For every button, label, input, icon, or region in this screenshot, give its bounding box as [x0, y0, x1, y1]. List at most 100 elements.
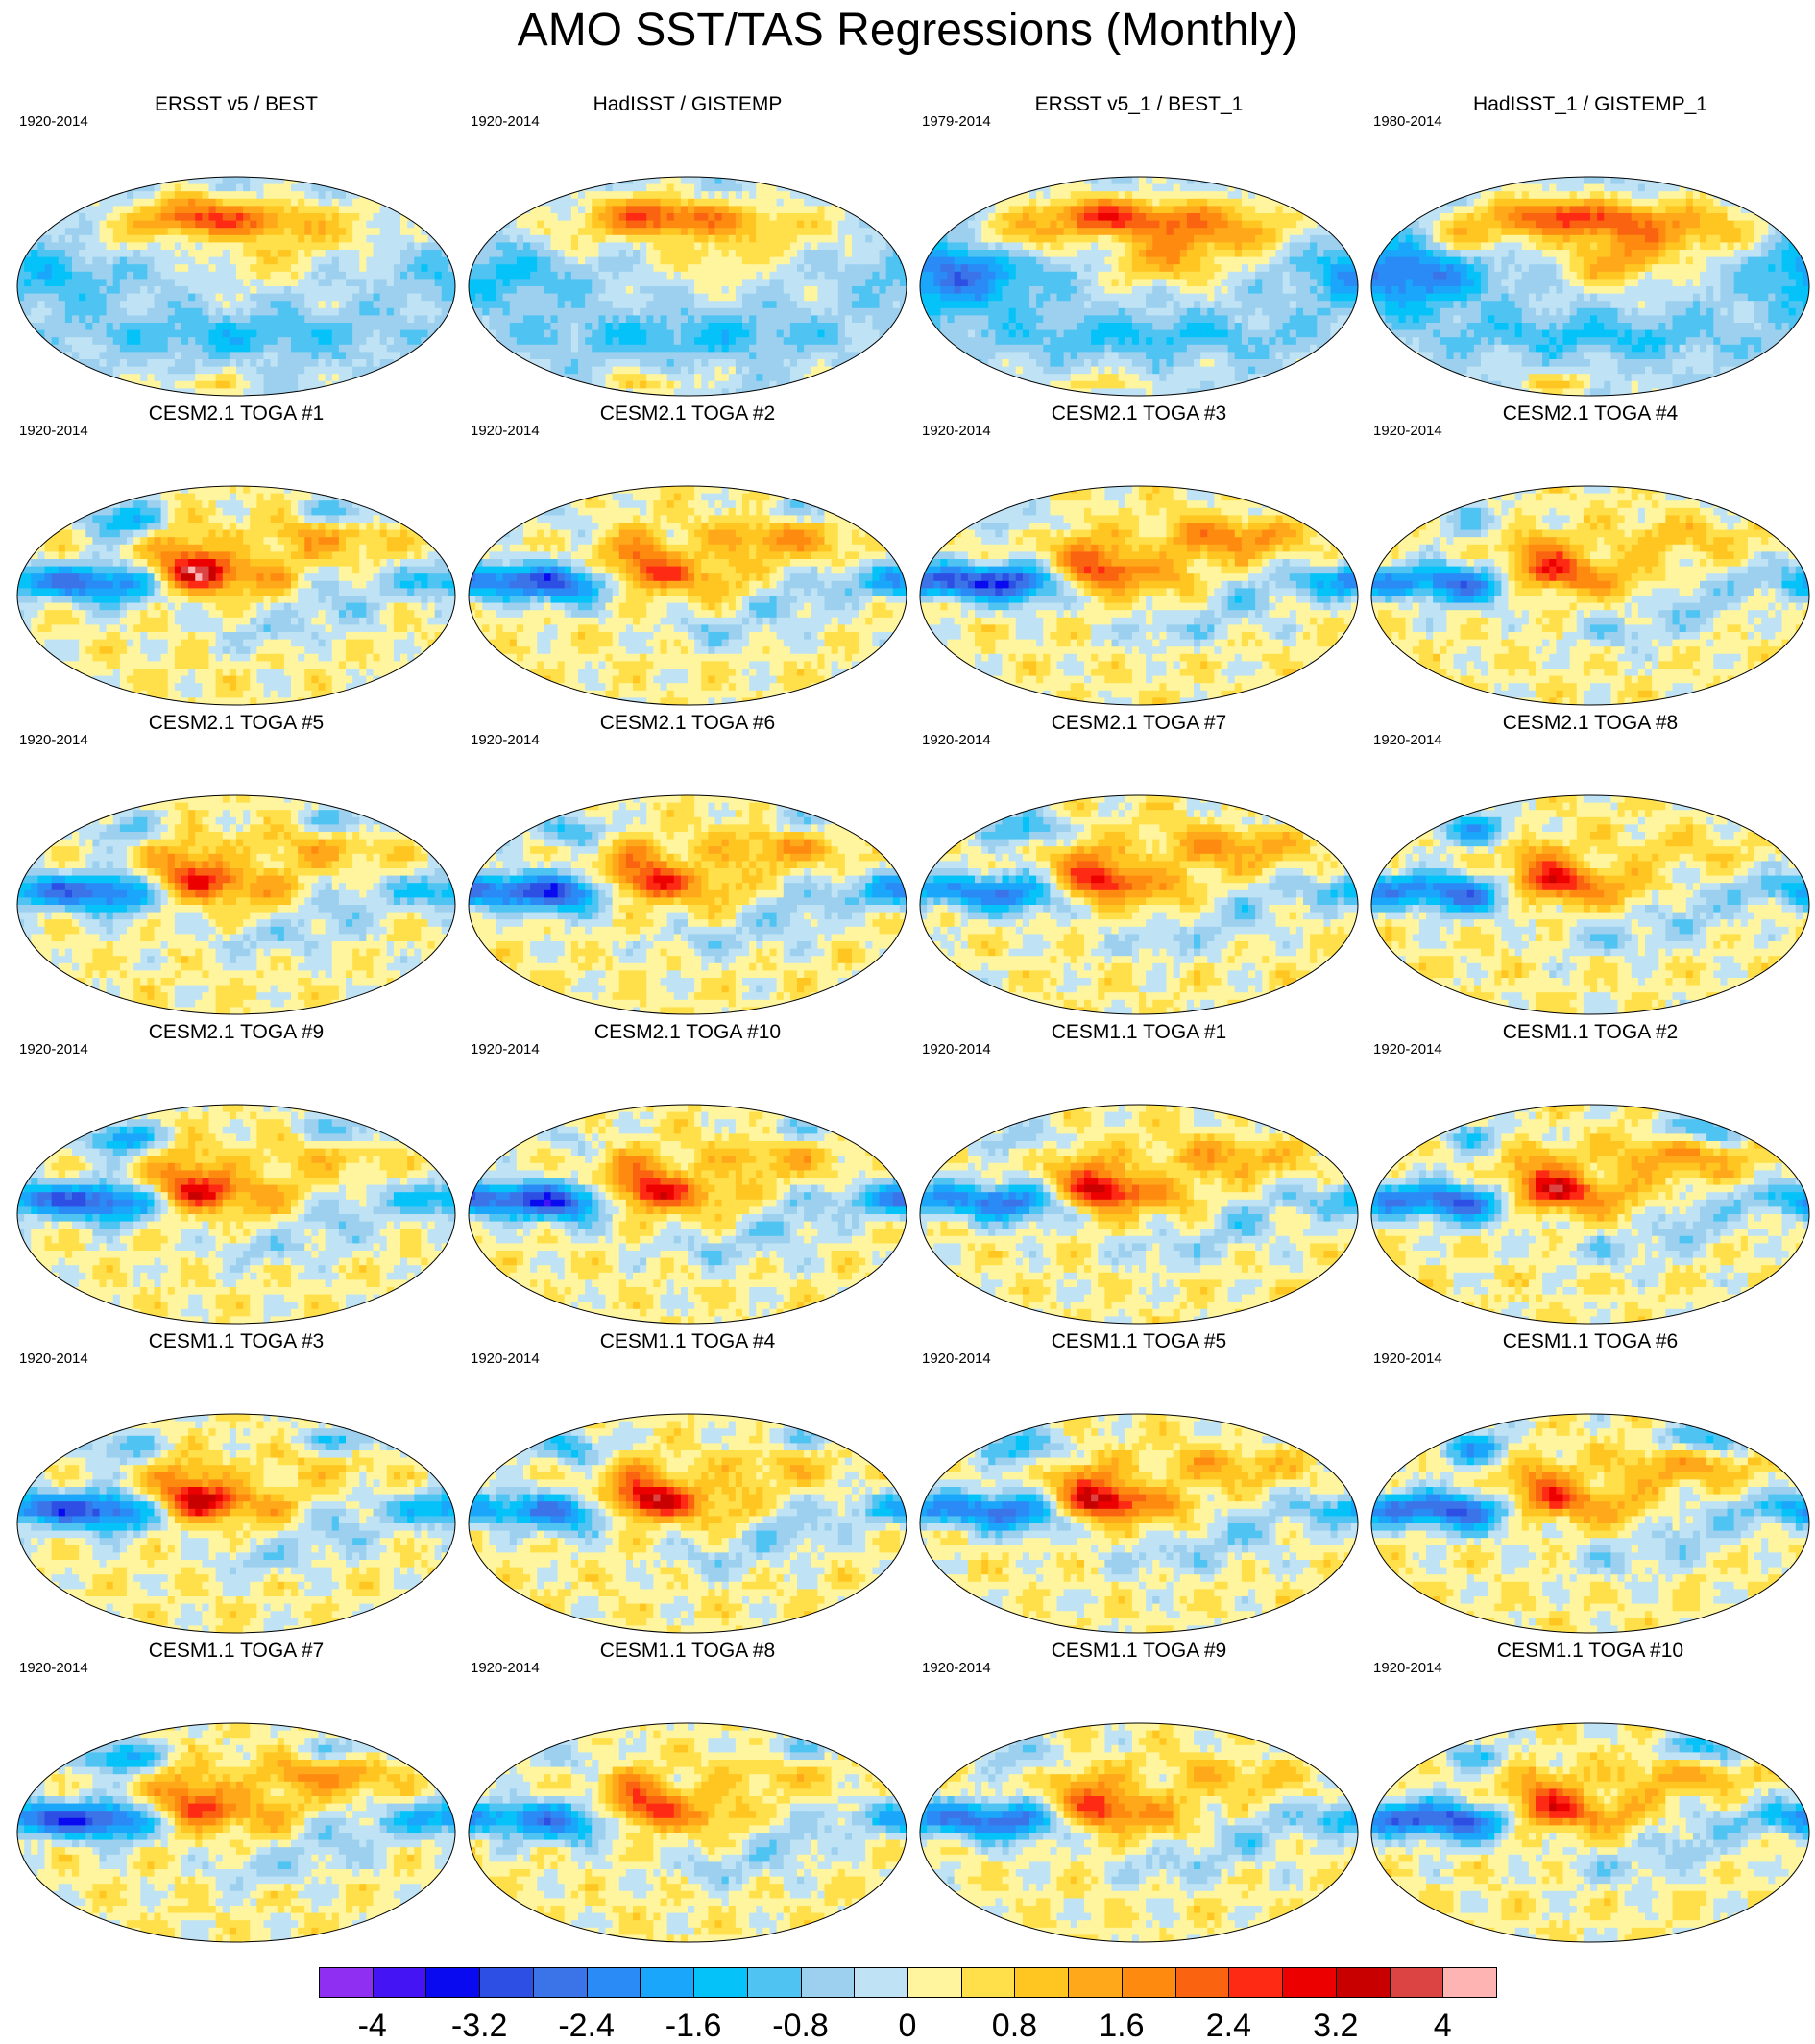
field-cell	[1166, 301, 1174, 309]
field-cell	[167, 293, 176, 302]
field-cell	[988, 301, 996, 309]
field-cell	[618, 271, 627, 280]
field-cell	[859, 344, 866, 353]
field-cell	[441, 271, 449, 280]
map-panel: ERSST v5_1 / BEST_1 1979-2014	[912, 92, 1366, 402]
field-cell	[988, 271, 996, 280]
field-cell	[1269, 198, 1277, 207]
field-cell	[688, 323, 695, 331]
field-cell	[776, 307, 785, 316]
field-cell	[1111, 279, 1120, 287]
field-cell	[1269, 286, 1277, 295]
field-cell	[154, 374, 162, 382]
field-cell	[646, 183, 654, 192]
field-cell	[496, 220, 504, 229]
field-cell	[496, 388, 504, 396]
field-cell	[1050, 279, 1058, 287]
field-cell	[1050, 264, 1058, 273]
field-cell	[1179, 286, 1188, 295]
field-cell	[386, 374, 395, 382]
field-cell	[714, 234, 723, 243]
field-cell	[283, 344, 292, 353]
field-cell	[967, 264, 976, 273]
field-cell	[174, 352, 182, 360]
field-cell	[776, 256, 785, 265]
field-cell	[1282, 242, 1291, 251]
field-cell	[844, 337, 853, 346]
field-cell	[811, 352, 818, 360]
field-cell	[441, 228, 449, 236]
field-cell	[427, 286, 436, 295]
field-cell	[1139, 242, 1147, 251]
field-cell	[256, 323, 265, 331]
field-cell	[496, 293, 504, 302]
field-cell	[592, 301, 599, 309]
field-cell	[64, 191, 73, 200]
field-cell	[1269, 242, 1277, 251]
field-cell	[1262, 293, 1270, 302]
field-cell	[482, 250, 490, 258]
field-cell	[865, 388, 873, 396]
field-cell	[885, 183, 894, 192]
field-cell	[640, 337, 647, 346]
field-cell	[804, 256, 811, 265]
field-cell	[106, 250, 114, 258]
field-cell	[570, 359, 579, 368]
field-cell	[154, 183, 162, 192]
field-cell	[393, 191, 401, 200]
field-cell	[1063, 286, 1072, 295]
field-cell	[1330, 293, 1339, 302]
field-cell	[660, 307, 668, 316]
field-cell	[379, 213, 388, 222]
field-cell	[1323, 220, 1332, 229]
field-cell	[523, 177, 531, 185]
field-cell	[31, 220, 38, 229]
field-cell	[625, 380, 634, 389]
field-cell	[564, 279, 572, 287]
field-cell	[236, 374, 244, 382]
field-cell	[954, 286, 962, 295]
field-cell	[127, 307, 134, 316]
field-cell	[509, 323, 518, 331]
field-cell	[195, 388, 203, 396]
field-cell	[1262, 183, 1270, 192]
field-cell	[106, 359, 114, 368]
field-cell	[1098, 183, 1105, 192]
field-cell	[64, 242, 73, 251]
field-cell	[359, 301, 367, 309]
field-cell	[530, 213, 538, 222]
field-cell	[701, 374, 709, 382]
field-cell	[400, 337, 408, 346]
field-cell	[24, 228, 32, 236]
field-cell	[598, 177, 607, 185]
field-cell	[469, 293, 476, 302]
field-cell	[17, 374, 25, 382]
field-cell	[509, 183, 518, 192]
field-cell	[598, 307, 607, 316]
field-cell	[797, 228, 805, 236]
field-cell	[147, 220, 156, 229]
field-cell	[202, 220, 210, 229]
field-cell	[291, 344, 299, 353]
field-cell	[783, 271, 791, 280]
field-cell	[714, 286, 723, 295]
field-cell	[1056, 213, 1065, 222]
field-cell	[673, 177, 682, 185]
field-cell	[393, 228, 401, 236]
field-cell	[243, 388, 251, 396]
field-cell	[1131, 228, 1140, 236]
field-cell	[331, 380, 340, 389]
field-cell	[742, 220, 750, 229]
field-cell	[51, 228, 60, 236]
field-cell	[537, 177, 544, 185]
field-cell	[352, 352, 360, 360]
field-cell	[1131, 220, 1140, 229]
field-cell	[625, 234, 634, 243]
field-cell	[1275, 264, 1284, 273]
field-cell	[202, 329, 210, 338]
field-cell	[188, 344, 196, 353]
field-cell	[222, 177, 230, 185]
field-cell	[762, 220, 771, 229]
field-cell	[811, 301, 818, 309]
field-cell	[427, 191, 436, 200]
